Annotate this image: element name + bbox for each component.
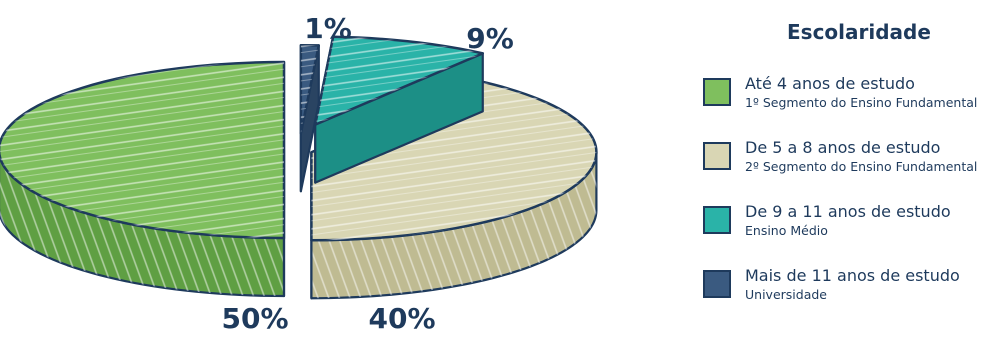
legend-sublabel: 1º Segmento do Ensino Fundamental: [745, 95, 978, 110]
legend-item-mais-de-11-anos: Mais de 11 anos de estudo Universidade: [703, 266, 1003, 330]
legend-sublabel: Ensino Médio: [745, 223, 828, 238]
legend-label: Mais de 11 anos de estudo: [745, 266, 960, 285]
legend-item-9-a-11-anos: De 9 a 11 anos de estudo Ensino Médio: [703, 202, 1003, 266]
legend-sublabel: Universidade: [745, 287, 827, 302]
pie-slice: [299, 43, 321, 193]
legend-title: Escolaridade: [787, 20, 931, 44]
pie-slice: [0, 60, 286, 298]
legend-item-ate-4-anos: Até 4 anos de estudo 1º Segmento do Ensi…: [703, 74, 1003, 138]
legend-swatch: [703, 78, 731, 106]
legend: Escolaridade Até 4 anos de estudo 1º Seg…: [703, 18, 1003, 330]
slice-value-label: 1%: [304, 12, 352, 45]
legend-swatch: [703, 142, 731, 170]
slice-value-label: 50%: [221, 302, 288, 335]
legend-sublabel: 2º Segmento do Ensino Fundamental: [745, 159, 978, 174]
slice-value-label: 40%: [368, 302, 435, 335]
legend-swatch: [703, 206, 731, 234]
pie-slice: [310, 79, 598, 300]
legend-item-5-a-8-anos: De 5 a 8 anos de estudo 2º Segmento do E…: [703, 138, 1003, 202]
legend-label: De 9 a 11 anos de estudo: [745, 202, 951, 221]
pie-chart: 50% 40% 9% 1%: [0, 12, 598, 335]
legend-label: De 5 a 8 anos de estudo: [745, 138, 941, 157]
slice-value-label: 9%: [466, 22, 514, 55]
legend-label: Até 4 anos de estudo: [745, 74, 915, 93]
pie-slice: [313, 35, 485, 184]
legend-swatch: [703, 270, 731, 298]
